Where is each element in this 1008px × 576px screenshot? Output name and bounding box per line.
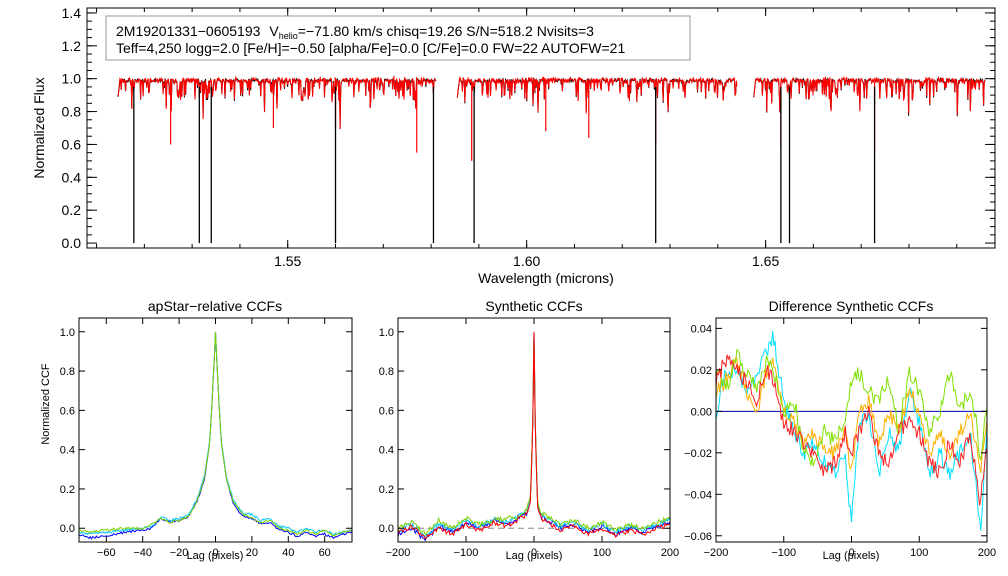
synthetic-xtick-label-3: 0: [531, 547, 537, 559]
difference-ytick-label-6: 0.04: [691, 323, 712, 335]
synthetic-ccf-title: Synthetic CCFs: [485, 298, 582, 314]
apstar-ytick-label-6: 1.0: [60, 327, 75, 339]
difference-xtick-label-4: 100: [910, 547, 928, 559]
difference-xtick-label-2: −100: [771, 547, 796, 559]
difference-ccf-series-group: [715, 330, 988, 531]
spectrum-xtick-label-3: 1.65: [752, 253, 779, 269]
spectrum-ytick-label-2: 0.2: [62, 202, 82, 218]
apstar-xtick-label-3: −20: [170, 547, 189, 559]
apstar-ytick-label-4: 0.6: [60, 405, 75, 417]
apstar-ccf-y-axis-label: Normalized CCF: [40, 363, 52, 445]
synthetic-ccf-x-axis-label: Lag (pixels): [506, 550, 563, 562]
apstar-xtick-label-1: −60: [97, 547, 116, 559]
spectrum-ytick-label-5: 0.8: [62, 104, 82, 120]
spectrum-ytick-label-1: 0.0: [62, 235, 82, 251]
difference-ccf-visit-3: [715, 348, 988, 467]
info-vhelio-subscript: helio: [279, 31, 298, 41]
spectrum-x-axis-label: Wavelength (microns): [478, 270, 614, 286]
difference-ytick-label-5: 0.02: [691, 365, 712, 377]
synthetic-ytick-label-1: 0.0: [379, 523, 394, 535]
spectrum-ytick-label-3: 0.4: [62, 169, 82, 185]
info-line-2: Teff=4,250 logg=2.0 [Fe/H]=−0.50 [alpha/…: [116, 40, 625, 56]
difference-ytick-label-3: −0.02: [684, 448, 712, 460]
apstar-ytick-label-1: 0.0: [60, 523, 75, 535]
synthetic-ytick-label-6: 1.0: [379, 327, 394, 339]
spectrum-series-group: [117, 74, 986, 244]
apstar-ccf-ticks: −60 −40 −20 0 20 40 60 0.0 0.2 0.4 0.6 0.8 1.0: [60, 318, 352, 559]
difference-xtick-label-1: −200: [704, 547, 729, 559]
difference-xtick-label-3: 0: [848, 547, 854, 559]
apstar-ccf-visit-3: [78, 331, 353, 537]
apstar-ccf-panel: −60 −40 −20 0 20 40 60 0.0 0.2 0.4 0.6 0.8 1.0 apSta…: [40, 298, 353, 562]
difference-ccf-visit-1: [715, 330, 988, 531]
difference-ccf-x-axis-label: Lag (pixels): [823, 550, 880, 562]
synthetic-ccf-series-group: [397, 331, 671, 542]
spectrum-panel: 1.55 1.60 1.65 0.0 0.2 0.4 0.6 0.8 1.0 1.2 1.4 2M1…: [31, 5, 996, 286]
synthetic-xtick-label-2: −100: [454, 547, 479, 559]
synthetic-xtick-label-1: −200: [386, 547, 411, 559]
difference-ccf-ticks: −200 −100 0 100 200 −0.06 −0.04 −0.02 0.00 0.02 0.…: [684, 318, 996, 559]
spectrum-axis-ticks: 1.55 1.60 1.65 0.0 0.2 0.4 0.6 0.8 1.0 1.2 1.4: [62, 5, 995, 269]
synthetic-ytick-label-3: 0.4: [379, 445, 394, 457]
apstar-ccf-series-group: [78, 331, 353, 540]
synthetic-ytick-label-2: 0.2: [379, 484, 394, 496]
synthetic-ytick-label-4: 0.6: [379, 405, 394, 417]
apstar-ccf-x-axis-label: Lag (pixels): [187, 550, 244, 562]
difference-xtick-label-5: 200: [978, 547, 996, 559]
spectrum-y-axis-label: Normalized Flux: [31, 77, 47, 178]
info-line-1: 2M19201331−0605193 Vhelio=−71.80 km/s chi…: [116, 23, 594, 41]
apstar-xtick-label-6: 40: [282, 547, 294, 559]
spectrum-info-box: [105, 15, 691, 61]
synthetic-ccf-panel: −200 −100 0 100 200 0.0 0.2 0.4 0.6 0.8 1.0 Synthe…: [379, 298, 679, 562]
apstar-xtick-label-5: 20: [246, 547, 258, 559]
model-spectrum-chip-3: [753, 75, 986, 115]
synthetic-xtick-label-5: 200: [661, 547, 679, 559]
spectrum-ytick-label-4: 0.6: [62, 136, 82, 152]
apstar-ccf-title: apStar−relative CCFs: [148, 298, 282, 314]
spectrum-ytick-label-8: 1.4: [62, 5, 82, 21]
apstar-ytick-label-5: 0.8: [60, 366, 75, 378]
info-star-id: 2M19201331−0605193: [116, 23, 261, 39]
difference-ytick-label-1: −0.06: [684, 531, 712, 543]
apstar-xtick-label-4: 0: [212, 547, 218, 559]
info-vhelio-symbol: V: [269, 23, 279, 39]
difference-ccf-visit-4: [715, 354, 988, 506]
synthetic-ccf-visit-4: [397, 331, 671, 539]
apstar-ytick-label-2: 0.2: [60, 484, 75, 496]
synthetic-ytick-label-5: 0.8: [379, 366, 394, 378]
spectrum-xtick-label-2: 1.60: [513, 253, 540, 269]
difference-ytick-label-2: −0.04: [684, 489, 712, 501]
synthetic-xtick-label-4: 100: [593, 547, 611, 559]
apstar-xtick-label-2: −40: [133, 547, 152, 559]
model-spectrum-chip-2: [456, 76, 738, 114]
difference-ccf-panel: −200 −100 0 100 200 −0.06 −0.04 −0.02 0.00 0.02 0.…: [684, 298, 996, 562]
apstar-ytick-label-3: 0.4: [60, 445, 75, 457]
apstar-xtick-label-7: 60: [319, 547, 331, 559]
difference-ccf-title: Difference Synthetic CCFs: [769, 298, 934, 314]
spectrum-ytick-label-7: 1.2: [62, 38, 82, 54]
spectrum-ytick-label-6: 1.0: [62, 71, 82, 87]
info-line-1-values: =−71.80 km/s chisq=19.26 S/N=518.2 Nvisi…: [298, 23, 594, 39]
synthetic-ccf-ticks: −200 −100 0 100 200 0.0 0.2 0.4 0.6 0.8 1.0: [379, 318, 679, 559]
difference-ytick-label-4: 0.00: [691, 406, 712, 418]
spectrum-xtick-label-1: 1.55: [274, 253, 301, 269]
difference-ccf-visit-2: [715, 356, 988, 474]
